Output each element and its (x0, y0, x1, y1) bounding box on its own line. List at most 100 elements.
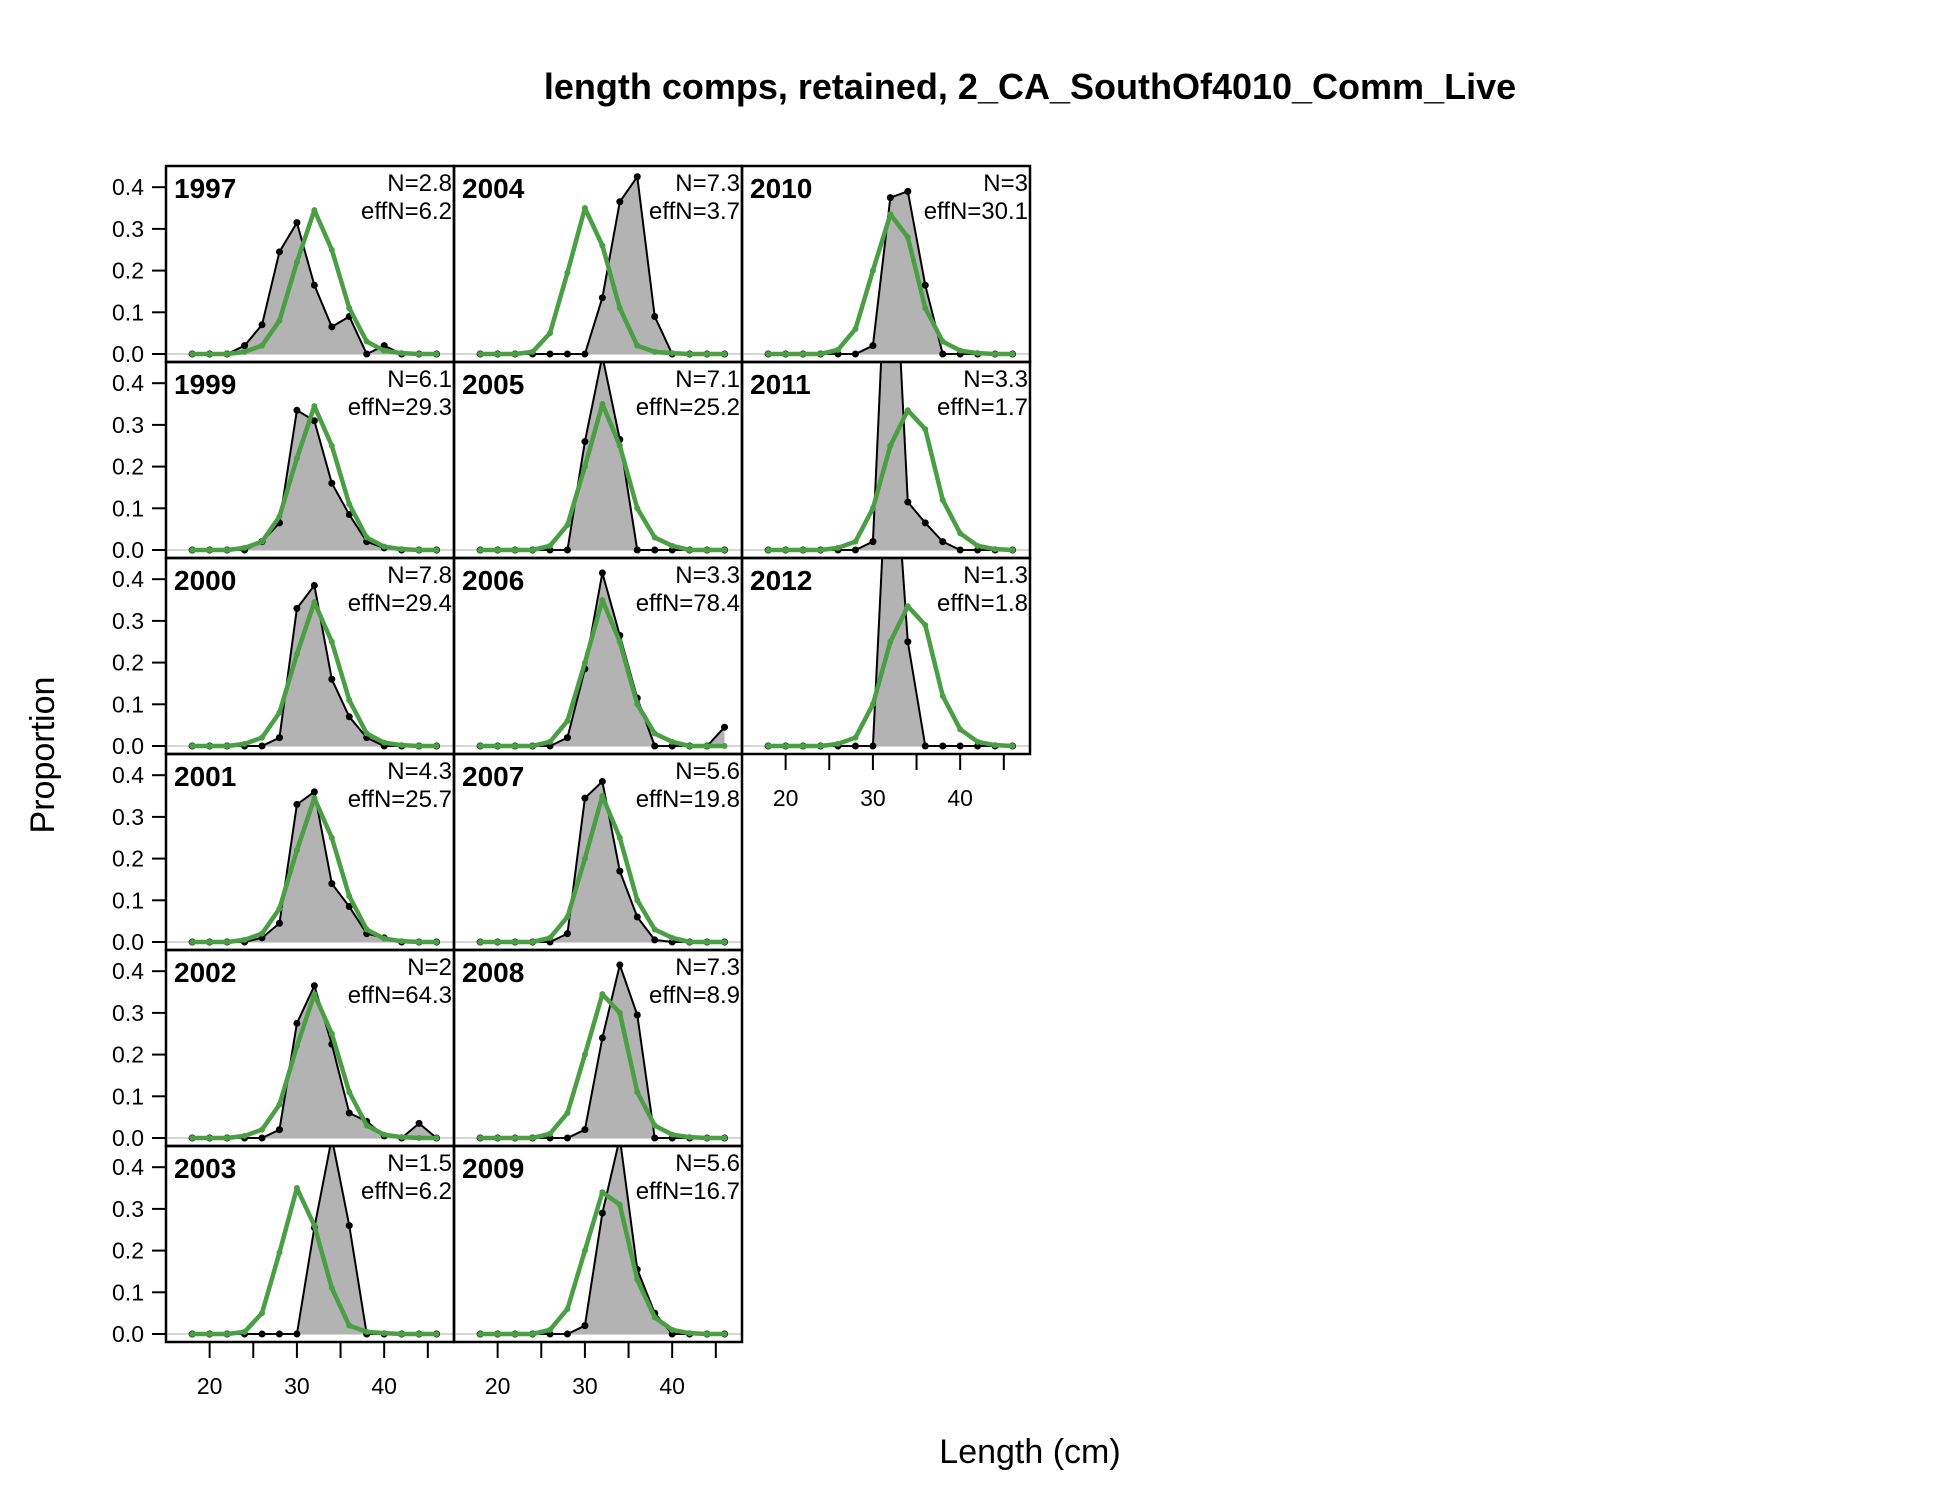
expected-point (416, 351, 423, 357)
expected-point (686, 351, 693, 357)
y-tick-label: 0.2 (112, 1042, 144, 1068)
expected-point (259, 1310, 265, 1317)
expected-point (1009, 351, 1016, 357)
observed-point (616, 198, 624, 206)
panel-plot-area (454, 569, 742, 750)
panel-frame (452, 1144, 744, 1344)
panel-n-label: N=2.8 (387, 170, 452, 197)
chart-title: length comps, retained, 2_CA_SouthOf4010… (544, 66, 1516, 107)
y-tick-label: 0.0 (112, 341, 144, 367)
expected-point (616, 638, 623, 645)
expected-point (416, 743, 423, 749)
expected-point (241, 544, 248, 551)
expected-point (241, 1328, 248, 1335)
observed-point (581, 438, 589, 446)
expected-point (512, 351, 519, 357)
observed-point (581, 1322, 589, 1330)
expected-point (512, 743, 519, 749)
panel-effn-label: effN=8.9 (649, 982, 740, 1009)
expected-point (189, 743, 196, 749)
observed-point (633, 546, 641, 554)
expected-point (189, 1331, 196, 1337)
y-tick-label: 0.3 (112, 804, 144, 830)
expected-point (189, 1135, 196, 1141)
expected-point (599, 1189, 606, 1196)
expected-point (992, 546, 999, 553)
panel-effn-label: effN=6.2 (361, 198, 452, 225)
observed-point (651, 742, 659, 750)
x-tick-label: 30 (572, 1373, 598, 1399)
panel-n-label: N=5.6 (675, 758, 740, 785)
panel-plot-area (166, 403, 454, 554)
expected-point (477, 1135, 484, 1141)
expected-point (599, 991, 606, 998)
observed-point (921, 742, 929, 750)
observed-point (328, 675, 336, 683)
expected-point (276, 513, 283, 520)
observed-point (241, 342, 249, 350)
expected-point (433, 547, 440, 553)
panel-year-label: 2009 (462, 1153, 524, 1184)
panel-plot-area (742, 187, 1030, 358)
expected-point (800, 351, 807, 357)
expected-point (398, 1134, 405, 1141)
expected-point (686, 1134, 693, 1141)
expected-point (721, 1331, 728, 1337)
expected-point (1009, 743, 1016, 749)
expected-point (241, 1132, 248, 1139)
expected-point (704, 1135, 711, 1141)
x-tick-label: 20 (773, 785, 799, 811)
expected-point (547, 542, 553, 549)
panel-plot-area (454, 1146, 742, 1338)
observed-point (851, 546, 859, 554)
observed-point (581, 350, 589, 358)
panel-effn-label: effN=29.3 (348, 394, 452, 421)
panel-plot-area (454, 362, 742, 554)
expected-point (433, 743, 440, 749)
observed-point (275, 248, 283, 256)
expected-point (293, 651, 300, 658)
observed-area (480, 781, 725, 942)
observed-point (869, 742, 877, 750)
expected-point (529, 743, 536, 749)
expected-point (651, 926, 658, 933)
expected-point (765, 743, 772, 749)
panel-plot-area (166, 982, 454, 1142)
expected-point (704, 1331, 711, 1337)
observed-point (328, 880, 336, 888)
observed-area (192, 1146, 437, 1334)
observed-point (887, 155, 894, 162)
expected-point (835, 740, 841, 747)
panel-effn-label: effN=3.7 (649, 198, 740, 225)
expected-point (765, 351, 772, 357)
panel-year-label: 1999 (174, 369, 236, 400)
observed-point (258, 1330, 266, 1338)
expected-point (704, 939, 711, 945)
observed-point (851, 350, 859, 358)
expected-point (311, 1222, 318, 1229)
expected-point (669, 350, 676, 357)
y-tick-label: 0.1 (112, 691, 144, 717)
observed-point (310, 581, 318, 589)
observed-point (581, 1126, 589, 1134)
expected-point (651, 1122, 658, 1129)
x-tick-label: 20 (485, 1373, 511, 1399)
expected-point (206, 547, 213, 553)
panel-n-label: N=3.3 (675, 562, 740, 589)
expected-point (547, 330, 553, 337)
expected-point (939, 496, 946, 503)
expected-point (363, 730, 370, 737)
expected-point (363, 534, 370, 541)
expected-point (259, 734, 265, 741)
expected-point (416, 1331, 423, 1337)
expected-point (887, 211, 894, 218)
expected-point (974, 542, 981, 549)
expected-point (817, 547, 824, 553)
expected-point (477, 939, 484, 945)
observed-point (293, 604, 301, 612)
expected-point (276, 905, 283, 912)
